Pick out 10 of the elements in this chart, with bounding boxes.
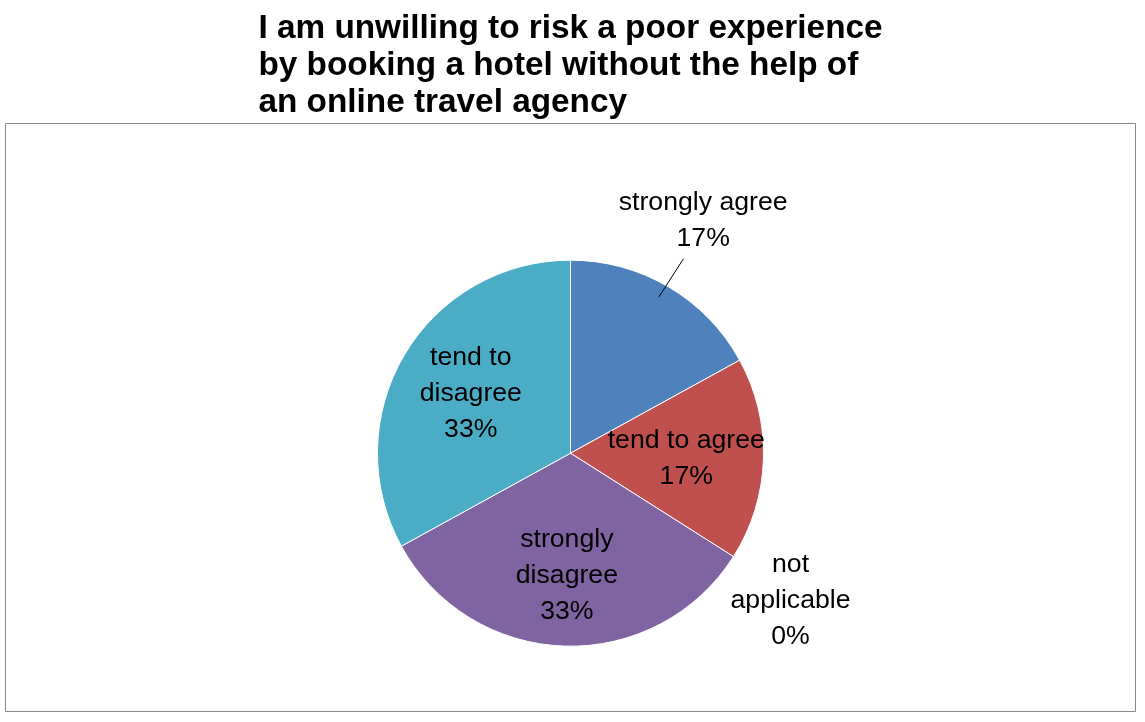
slice-label: strongly agree bbox=[618, 185, 788, 216]
chart-title: I am unwilling to risk a poor experience by booking a hotel without the help of an online travel agency bbox=[258, 7, 883, 119]
data-label: 17% bbox=[676, 221, 730, 252]
data-label: 17% bbox=[659, 459, 713, 490]
data-label: 33% bbox=[540, 595, 594, 626]
category-label: not applicable bbox=[730, 548, 851, 615]
slice-label: tend to disagree bbox=[419, 340, 522, 407]
text: 0% bbox=[771, 620, 810, 651]
slice-label: strongly disagree bbox=[515, 523, 618, 590]
data-label: 33% bbox=[444, 412, 498, 443]
